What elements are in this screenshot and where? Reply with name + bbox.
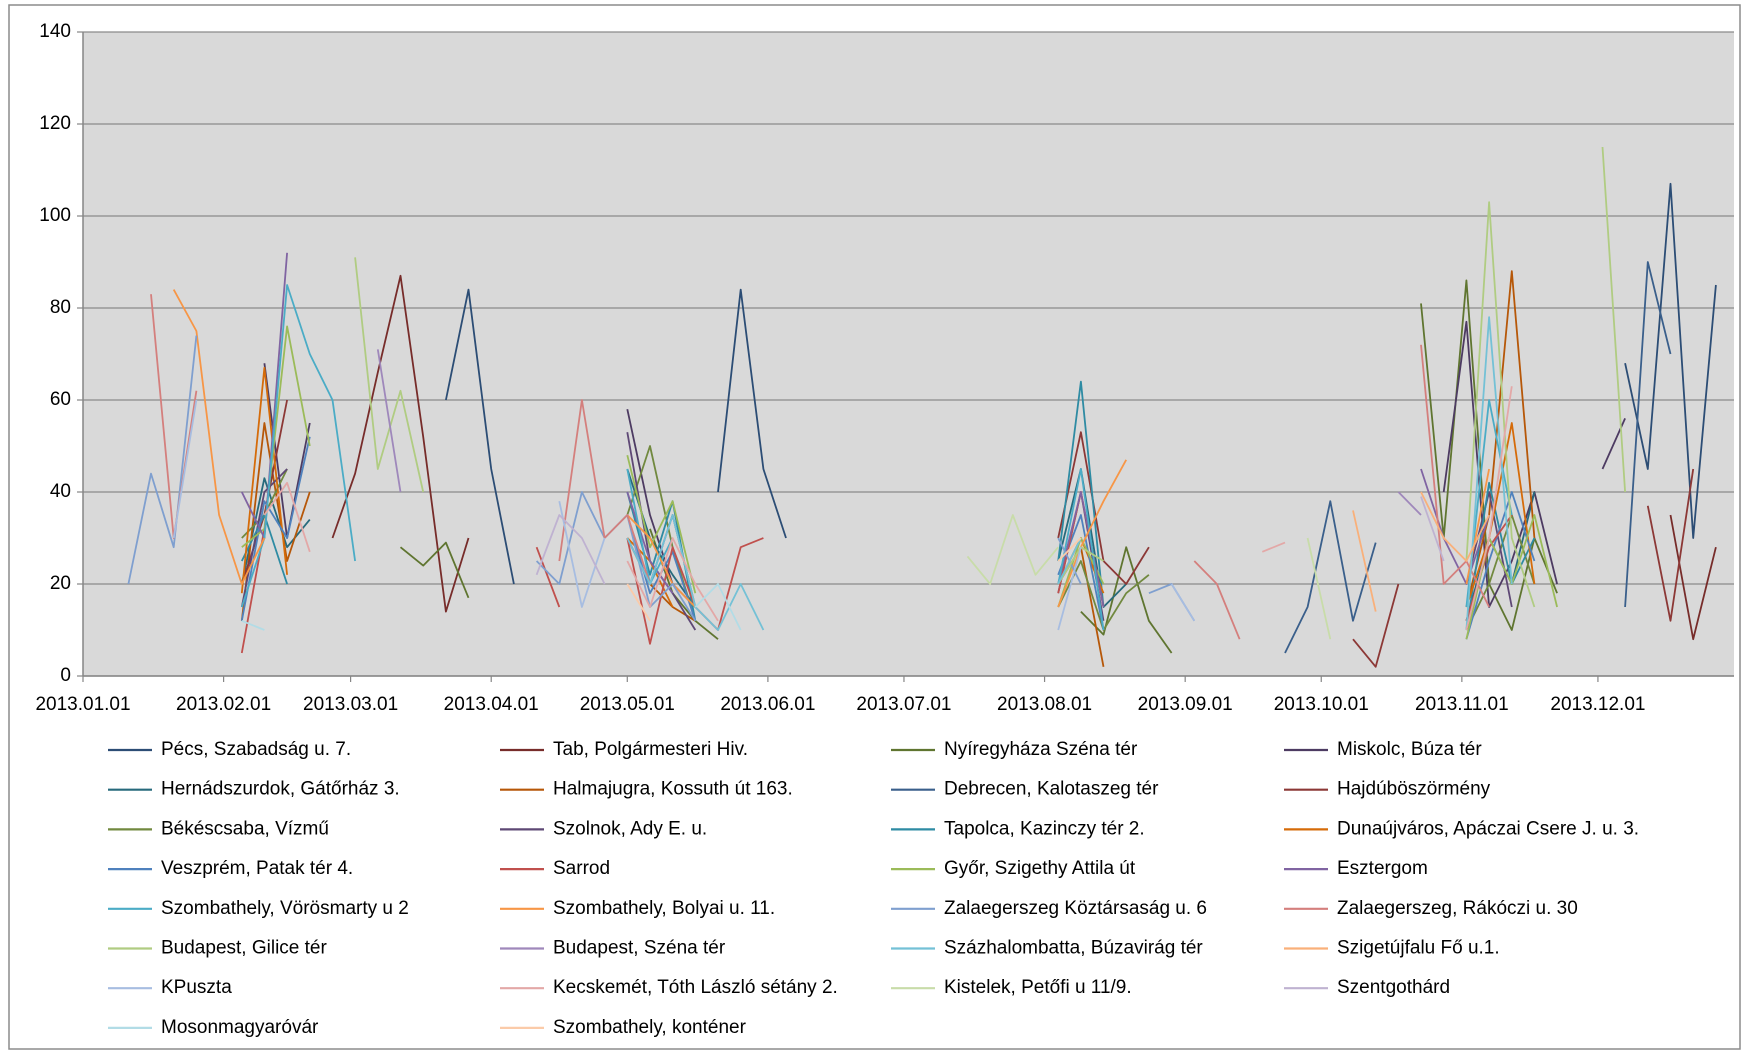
legend-label: Kecskemét, Tóth László sétány 2.: [553, 977, 838, 998]
legend-label: Debrecen, Kalotaszeg tér: [944, 779, 1159, 800]
x-tick-label: 2013.02.01: [176, 694, 271, 715]
legend-label: Budapest, Széna tér: [553, 938, 726, 959]
legend-label: Százhalombatta, Búzavirág tér: [944, 938, 1203, 959]
series-line: [445, 182, 1717, 585]
legend-label: Szombathely, konténer: [553, 1017, 747, 1038]
series-line: [331, 274, 1717, 641]
legend-label: Tab, Polgármesteri Hiv.: [553, 739, 748, 760]
legend-label: Esztergom: [1337, 858, 1428, 879]
y-tick-label: 0: [60, 665, 71, 686]
legend-label: Zalaegerszeg Köztársaság u. 6: [944, 898, 1207, 919]
legend-label: Budapest, Gilice tér: [161, 938, 327, 959]
x-tick-label: 2013.11.01: [1415, 694, 1509, 715]
legend-label: Szigetújfalu Fő u.1.: [1337, 938, 1500, 959]
x-tick-label: 2013.05.01: [580, 694, 675, 715]
y-tick-label: 100: [39, 205, 71, 226]
legend-label: Hernádszurdok, Gátőrház 3.: [161, 779, 400, 800]
legend-label: Szombathely, Bolyai u. 11.: [553, 898, 775, 919]
series-line: [263, 386, 1513, 631]
legend-label: Szolnok, Ady E. u.: [553, 818, 707, 839]
legend-label: Mosonmagyaróvár: [161, 1017, 319, 1038]
legend-label: KPuszta: [161, 977, 232, 998]
series-line: [966, 514, 1332, 640]
y-tick-label: 20: [50, 573, 71, 594]
x-tick-label: 2013.10.01: [1274, 694, 1369, 715]
legend-label: Dunaújváros, Apáczai Csere J. u. 3.: [1337, 818, 1639, 839]
series-line: [172, 289, 1490, 608]
y-tick-label: 120: [39, 113, 71, 134]
legend-label: Szombathely, Vörösmarty u 2: [161, 898, 409, 919]
y-tick-label: 140: [39, 21, 71, 42]
y-tick-label: 80: [50, 297, 71, 318]
x-tick-label: 2013.08.01: [997, 694, 1092, 715]
y-tick-label: 60: [50, 389, 71, 410]
x-tick-label: 2013.07.01: [856, 694, 951, 715]
legend-label: Sarrod: [553, 858, 610, 879]
legend-label: Tapolca, Kazinczy tér 2.: [944, 818, 1145, 839]
legend-label: Békéscsaba, Vízmű: [161, 818, 329, 839]
series-line: [241, 325, 1558, 640]
series-line: [535, 496, 1445, 585]
series-line: [172, 399, 1196, 631]
x-tick-label: 2013.04.01: [444, 694, 539, 715]
legend-label: Halmajugra, Kossuth út 163.: [553, 779, 793, 800]
legend-label: Hajdúböszörmény: [1337, 779, 1491, 800]
legend-label: Szentgothárd: [1337, 977, 1450, 998]
legend-label: Kistelek, Petőfi u 11/9.: [944, 977, 1132, 998]
legend-label: Pécs, Szabadság u. 7.: [161, 739, 351, 760]
x-tick-label: 2013.01.01: [35, 694, 130, 715]
legend-label: Zalaegerszeg, Rákóczi u. 30: [1337, 898, 1578, 919]
legend-label: Miskolc, Búza tér: [1337, 739, 1482, 760]
series-line: [240, 468, 1536, 622]
x-tick-label: 2013.09.01: [1138, 694, 1233, 715]
x-tick-label: 2013.03.01: [303, 694, 398, 715]
x-tick-label: 2013.06.01: [720, 694, 815, 715]
series-line: [399, 279, 1558, 654]
legend-label: Nyíregyháza Széna tér: [944, 739, 1138, 760]
y-tick-label: 40: [50, 481, 71, 502]
legend-label: Győr, Szigethy Attila út: [944, 858, 1136, 879]
legend-label: Veszprém, Patak tér 4.: [161, 858, 353, 879]
x-tick-label: 2013.12.01: [1550, 694, 1645, 715]
